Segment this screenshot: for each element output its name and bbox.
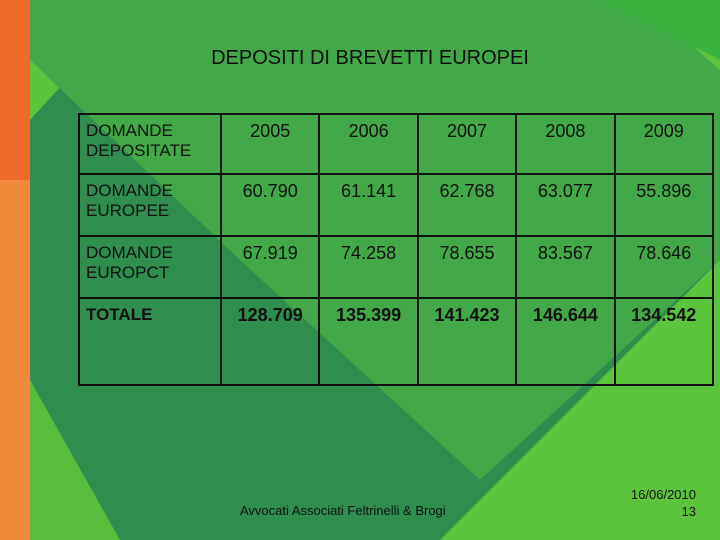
table-header-cell: 2009 [613,113,715,175]
row-label: DOMANDE EUROPCT [78,235,222,299]
table-header-cell: 2007 [416,113,518,175]
table-cell: 62.768 [416,173,518,237]
table-header-cell: 2008 [515,113,616,175]
table-header-row: DOMANDE DEPOSITATE 2005 2006 2007 2008 2… [78,113,715,175]
slide-date: 16/06/2010 [630,487,696,502]
table-header-cell: 2006 [318,113,419,175]
table-total-row: TOTALE 128.709 135.399 141.423 146.644 1… [78,297,715,386]
table-cell: 146.644 [515,297,616,386]
table-header-cell: DOMANDE DEPOSITATE [78,113,222,175]
slide-title: DEPOSITI DI BREVETTI EUROPEI [211,47,529,69]
table-header-cell: 2005 [219,113,321,175]
patent-filings-table: DOMANDE DEPOSITATE 2005 2006 2007 2008 2… [78,113,715,386]
table-cell: 78.655 [416,235,518,299]
table-cell: 74.258 [318,235,419,299]
table-cell: 128.709 [219,297,321,386]
table-cell: 78.646 [613,235,715,299]
table-cell: 60.790 [219,173,321,237]
table-cell: 67.919 [219,235,321,299]
footer-text: Avvocati Associati Feltrinelli & Brogi [240,503,446,518]
table-row: DOMANDE EUROPEE 60.790 61.141 62.768 63.… [78,173,715,237]
table-cell: 134.542 [613,297,715,386]
row-label: DOMANDE EUROPEE [78,173,222,237]
table-cell: 55.896 [613,173,715,237]
date-and-page: 16/06/2010 13 [631,486,696,520]
table-row: DOMANDE EUROPCT 67.919 74.258 78.655 83.… [78,235,715,299]
table-cell: 61.141 [318,173,419,237]
page-number: 13 [681,504,696,519]
table-cell: 83.567 [515,235,616,299]
table-cell: 135.399 [318,297,419,386]
table-cell: 141.423 [416,297,518,386]
table-cell: 63.077 [515,173,616,237]
row-label: TOTALE [78,297,222,386]
